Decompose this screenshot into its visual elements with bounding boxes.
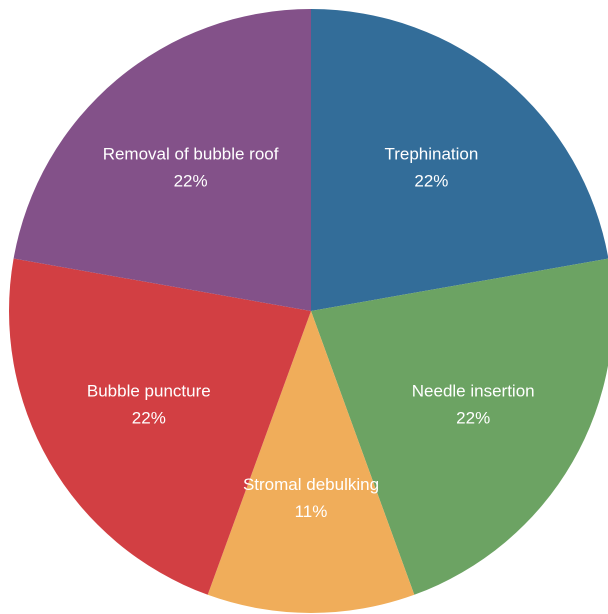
- pie-slice-0: [311, 9, 608, 311]
- pie-slice-3: [9, 258, 312, 595]
- pie-labels: Trephination 22% Needle insertion 22% Stroma…: [87, 145, 535, 522]
- pie-slice-label-3: Bubble puncture: [87, 382, 211, 401]
- pie-slices: [9, 9, 608, 614]
- pie-slice-value-2: 11%: [295, 502, 328, 521]
- pie-slice-value-3: 22%: [132, 409, 166, 428]
- pie-slice-value-4: 22%: [174, 172, 208, 191]
- pie-slice-label-2: Stromal debulking: [243, 475, 379, 494]
- pie-slice-value-1: 22%: [456, 409, 490, 428]
- pie-slice-2: [207, 311, 415, 614]
- pie-slice-4: [13, 9, 312, 311]
- pie-slice-label-0: Trephination: [384, 145, 478, 164]
- pie-slice-1: [311, 258, 608, 595]
- pie-slice-label-4: Removal of bubble roof: [103, 145, 279, 164]
- pie-slice-label-1: Needle insertion: [412, 382, 535, 401]
- pie-slice-value-0: 22%: [414, 172, 448, 191]
